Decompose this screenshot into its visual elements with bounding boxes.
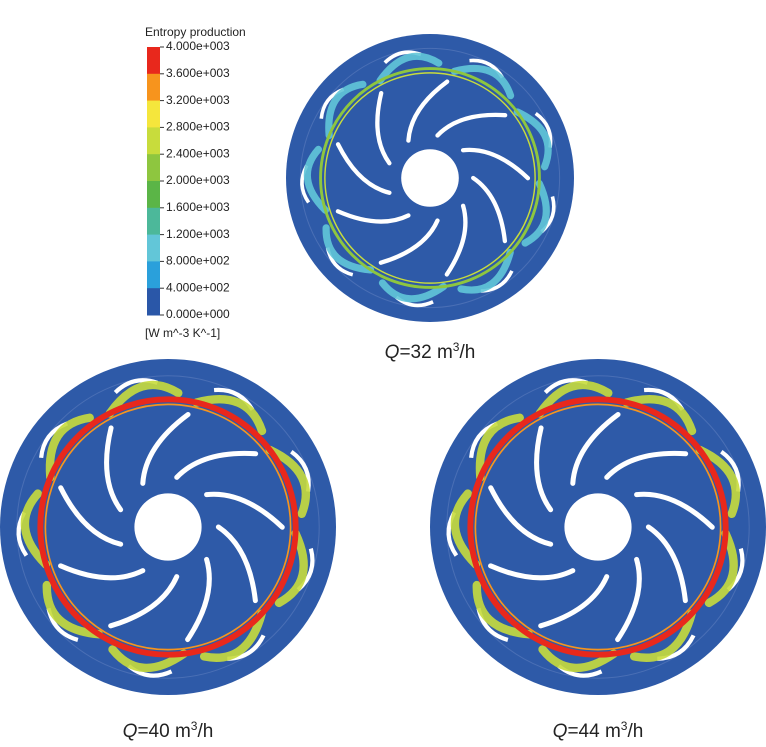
caption-text: =32 m (399, 342, 452, 363)
caption: Q=40 m3/h (123, 719, 214, 742)
figure: Entropy production [W m^-3 K^-1] 4.000e+… (0, 0, 766, 747)
legend-label: 1.600e+003 (166, 200, 230, 214)
legend-label: 8.000e+002 (166, 254, 230, 268)
hub (564, 493, 631, 560)
hub (134, 493, 201, 560)
legend-swatch (147, 47, 160, 74)
caption-text: =44 m (567, 721, 620, 742)
caption-text: =40 m (137, 721, 190, 742)
legend-label: 0.000e+000 (166, 307, 230, 321)
legend-unit: [W m^-3 K^-1] (145, 326, 220, 340)
hub (401, 149, 459, 207)
caption: Q=32 m3/h (385, 340, 476, 363)
caption-end: /h (459, 342, 475, 363)
caption-symbol: Q (123, 721, 138, 742)
legend-label: 2.000e+003 (166, 173, 230, 187)
legend-label: 1.200e+003 (166, 227, 230, 241)
legend-title: Entropy production (145, 25, 246, 39)
caption-symbol: Q (385, 342, 400, 363)
legend-swatch (147, 261, 160, 288)
legend-swatch (147, 101, 160, 128)
legend-label: 3.200e+003 (166, 93, 230, 107)
legend-swatch (147, 288, 160, 315)
legend-swatch (147, 235, 160, 262)
legend-swatch (147, 154, 160, 181)
legend-label: 4.000e+003 (166, 39, 230, 53)
caption-symbol: Q (553, 721, 568, 742)
caption-end: /h (197, 721, 213, 742)
legend-swatch (147, 74, 160, 101)
legend-swatch (147, 127, 160, 154)
legend-label: 4.000e+002 (166, 280, 230, 294)
caption-end: /h (627, 721, 643, 742)
legend-label: 2.800e+003 (166, 120, 230, 134)
caption: Q=44 m3/h (553, 719, 644, 742)
legend-label: 3.600e+003 (166, 66, 230, 80)
legend-swatch (147, 181, 160, 208)
legend-label: 2.400e+003 (166, 146, 230, 160)
legend-swatch (147, 208, 160, 235)
